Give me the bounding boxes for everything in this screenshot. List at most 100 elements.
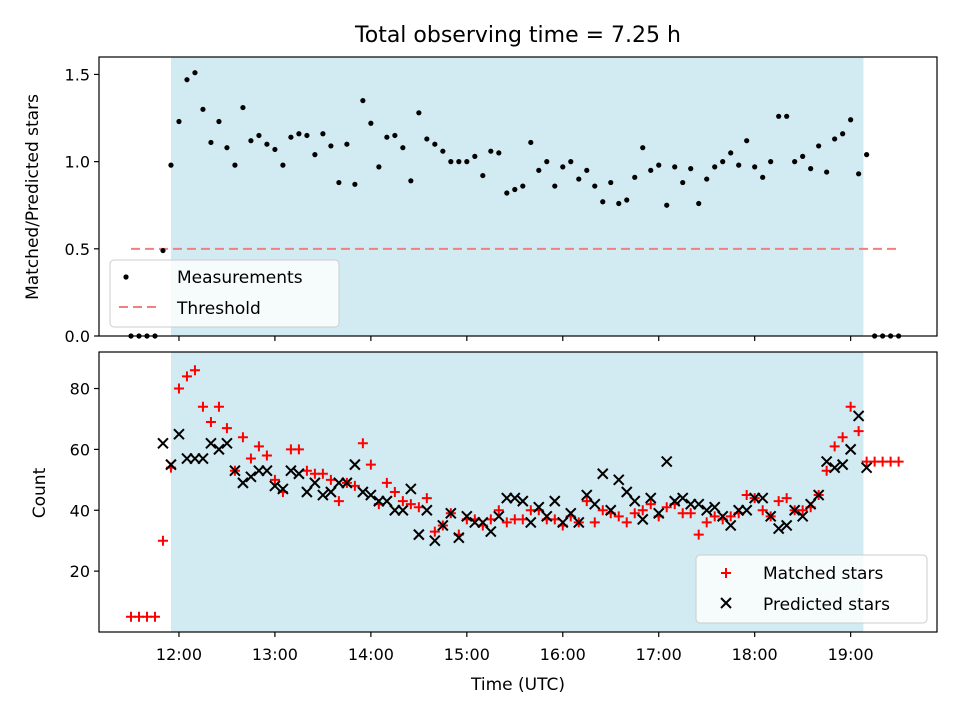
measurement-point — [384, 134, 390, 140]
measurement-point — [200, 106, 206, 112]
matched-star-point — [485, 514, 496, 525]
matched-star-point — [757, 505, 768, 516]
bottom-y-tick-label: 60 — [70, 440, 90, 459]
predicted-star-point — [317, 489, 329, 501]
predicted-star-point — [221, 437, 233, 450]
predicted-star-point — [605, 504, 617, 516]
measurement-point — [624, 197, 630, 203]
matched-star-point — [797, 505, 808, 516]
measurement-point — [592, 183, 598, 189]
bottom-x-tick-label: 12:00 — [156, 645, 202, 664]
matched-star-point — [853, 426, 864, 437]
matched-star-point — [517, 514, 528, 525]
measurement-point — [760, 174, 766, 180]
matched-star-point — [773, 496, 784, 507]
measurement-point — [616, 200, 622, 207]
bottom-x-tick-label: 17:00 — [636, 645, 682, 664]
predicted-star-point — [509, 492, 521, 504]
predicted-star-point — [804, 498, 817, 510]
measurement-point — [272, 146, 278, 153]
predicted-star-point — [381, 495, 393, 507]
matched-star-point — [397, 496, 408, 507]
measurement-point — [248, 138, 254, 144]
predicted-star-point — [365, 489, 377, 501]
bottom-x-tick-label: 19:00 — [828, 645, 874, 664]
predicted-star-point — [661, 455, 673, 468]
matched-star-point — [189, 365, 200, 376]
measurement-point — [584, 167, 590, 173]
measurement-point — [344, 141, 350, 147]
top-y-tick-label: 1.0 — [65, 153, 90, 172]
predicted-star-point — [772, 522, 785, 535]
measurement-point — [608, 179, 614, 186]
predicted-star-point — [693, 498, 705, 510]
matched-star-point — [405, 499, 416, 510]
measurement-point — [376, 164, 382, 170]
matched-star-point — [349, 480, 360, 491]
measurement-point — [736, 162, 742, 168]
predicted-star-point — [413, 528, 425, 541]
predicted-star-point — [197, 452, 209, 465]
measurement-point — [448, 159, 454, 165]
predicted-star-point — [756, 492, 769, 504]
measurement-point — [520, 183, 526, 189]
measurement-point — [208, 139, 214, 146]
matched-star-point — [781, 493, 792, 504]
predicted-star-point — [836, 458, 849, 471]
predicted-star-point — [245, 471, 257, 483]
measurement-point — [672, 164, 678, 170]
matched-star-point — [197, 401, 208, 412]
measurement-point — [216, 118, 222, 125]
predicted-star-point — [573, 516, 585, 529]
matched-star-point — [413, 502, 424, 513]
predicted-star-point — [724, 519, 737, 532]
bottom-legend: Matched stars Predicted stars — [695, 554, 928, 624]
predicted-star-point — [269, 480, 281, 492]
legend-measurements-marker — [123, 274, 129, 280]
matched-star-point — [645, 499, 656, 510]
measurement-point — [336, 179, 342, 186]
measurement-point — [504, 190, 510, 196]
predicted-star-point — [349, 458, 361, 471]
measurement-point — [296, 131, 302, 137]
matched-star-point — [589, 517, 600, 528]
measurement-point — [640, 145, 646, 151]
measurement-point — [840, 131, 846, 137]
predicted-star-point — [740, 504, 753, 516]
top-chart-title: Total observing time = 7.25 h — [354, 23, 681, 48]
predicted-star-point — [788, 504, 801, 516]
measurement-point — [776, 113, 782, 119]
matched-star-point — [245, 453, 256, 464]
predicted-star-point — [669, 495, 681, 507]
measurement-point — [832, 136, 838, 142]
top-panel: 0.0 0.5 1.0 1.5 Measurements Threshold — [65, 56, 938, 346]
matched-star-point — [629, 508, 640, 519]
measurement-point — [752, 164, 758, 170]
measurement-point — [320, 131, 326, 137]
matched-star-point — [581, 496, 592, 507]
measurement-point — [712, 164, 718, 170]
matched-star-point — [725, 511, 736, 522]
measurement-point — [720, 159, 726, 165]
predicted-star-point — [557, 516, 569, 529]
predicted-star-point — [213, 443, 225, 456]
bottom-x-tick-label: 14:00 — [348, 645, 394, 664]
matched-star-point — [205, 417, 216, 427]
matched-star-point — [701, 517, 712, 528]
predicted-star-point — [453, 531, 465, 544]
predicted-star-point — [533, 501, 545, 513]
bottom-y-tick-label: 80 — [70, 380, 90, 399]
predicted-star-point — [716, 510, 729, 523]
predicted-star-point — [173, 428, 185, 440]
legend-measurements-label: Measurements — [177, 268, 303, 288]
predicted-star-point — [341, 477, 353, 489]
measurement-point — [416, 110, 422, 116]
measurement-point — [536, 167, 542, 173]
matched-star-point — [429, 526, 440, 537]
measurement-point — [224, 145, 230, 151]
predicted-star-point — [780, 519, 793, 532]
matched-star-point — [613, 511, 624, 522]
measurement-point — [280, 162, 286, 168]
bottom-x-tick-label: 15:00 — [444, 645, 490, 664]
measurement-point — [632, 174, 638, 180]
